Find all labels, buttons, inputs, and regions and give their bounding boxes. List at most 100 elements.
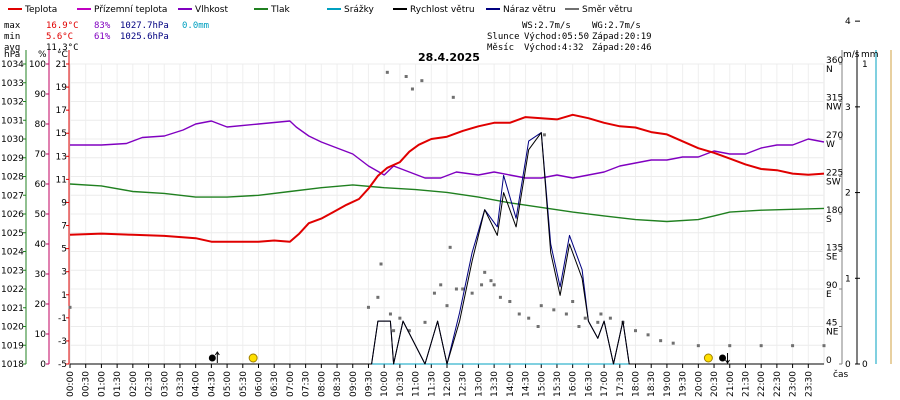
hpa-tick-label: 1031 bbox=[1, 116, 24, 126]
wind-direction-point bbox=[423, 320, 427, 324]
wind-direction-point bbox=[599, 312, 603, 316]
wind-direction-point bbox=[410, 87, 414, 91]
hpa-tick-label: 1024 bbox=[1, 248, 24, 258]
series-line-tlak bbox=[69, 183, 825, 223]
dir-compass-label: NE bbox=[826, 328, 839, 338]
dir-compass-label: E bbox=[826, 290, 832, 300]
x-tick-label: 03:00 bbox=[160, 371, 170, 397]
degc-tick-label: -5 bbox=[58, 360, 67, 370]
wind-direction-point bbox=[489, 279, 493, 283]
x-tick-label: 07:30 bbox=[302, 371, 312, 397]
pct-tick-label: 20 bbox=[35, 300, 47, 310]
degc-tick-label: 7 bbox=[61, 222, 67, 232]
degc-tick-label: -1 bbox=[58, 314, 67, 324]
wind-direction-point bbox=[366, 305, 370, 309]
hpa-tick-label: 1019 bbox=[1, 341, 24, 351]
sun-rise: Východ:05:50 bbox=[524, 32, 589, 42]
dir-tick-label: 225 bbox=[826, 169, 843, 179]
dir-tick-label: 45 bbox=[826, 319, 837, 329]
sun-set: Západ:20:19 bbox=[592, 32, 652, 42]
x-tick-label: 10:30 bbox=[396, 371, 406, 397]
x-tick-label: 02:30 bbox=[145, 371, 155, 397]
legend-label: Směr větru bbox=[582, 5, 632, 15]
ms-axis-unit: m/s bbox=[843, 50, 860, 60]
hpa-axis-unit: hPa bbox=[4, 50, 20, 60]
wind-direction-point bbox=[451, 95, 455, 99]
x-tick-label: 09:30 bbox=[364, 371, 374, 397]
x-tick-label: 02:00 bbox=[129, 371, 139, 397]
dir-tick-label: 315 bbox=[826, 94, 843, 104]
wind-direction-point bbox=[432, 291, 436, 295]
x-tick-label: 15:00 bbox=[537, 371, 547, 397]
degc-tick-label: 13 bbox=[56, 152, 67, 162]
x-tick-label: 16:00 bbox=[569, 371, 579, 397]
dir-compass-label: SE bbox=[826, 253, 838, 263]
dir-compass-label: SW bbox=[826, 178, 841, 188]
wind-direction-point bbox=[420, 79, 424, 83]
wind-direction-point bbox=[448, 245, 452, 249]
hpa-tick-label: 1028 bbox=[1, 173, 24, 183]
x-tick-label: 09:00 bbox=[349, 371, 359, 397]
moonset-arrowhead bbox=[725, 359, 730, 364]
wind-direction-point bbox=[646, 333, 650, 337]
x-tick-label: 13:00 bbox=[474, 371, 484, 397]
ms-tick-label: 1 bbox=[845, 274, 851, 284]
wind-direction-point bbox=[791, 344, 795, 348]
hpa-tick-label: 1026 bbox=[1, 210, 24, 220]
wind-direction-point bbox=[608, 316, 612, 320]
wind-direction-point bbox=[407, 329, 411, 333]
hpa-tick-label: 1034 bbox=[1, 60, 24, 70]
wind-direction-point bbox=[445, 304, 449, 308]
degc-tick-label: 9 bbox=[61, 198, 67, 208]
wind-direction-point bbox=[385, 70, 389, 74]
stats-max-press: 1027.7hPa bbox=[120, 21, 169, 31]
legend: Teplota Přízemní teplota Vlhkost Tlak Srážky… bbox=[8, 5, 632, 15]
pct-axis-unit: % bbox=[38, 50, 47, 60]
degc-tick-label: 1 bbox=[61, 291, 67, 301]
moon-label: Měsíc bbox=[487, 43, 514, 53]
ms-tick-label: 0 bbox=[845, 360, 851, 370]
wind-direction-point bbox=[596, 320, 600, 324]
degc-tick-label: -3 bbox=[58, 337, 67, 347]
dir-compass-label: W bbox=[826, 140, 835, 150]
x-tick-label: 21:00 bbox=[726, 371, 736, 397]
wind-direction-point bbox=[454, 287, 458, 291]
x-tick-label: 04:00 bbox=[192, 371, 202, 397]
hpa-tick-label: 1020 bbox=[1, 323, 24, 333]
stats-max-hum: 83% bbox=[94, 21, 111, 31]
degc-tick-label: 11 bbox=[56, 175, 67, 185]
x-tick-label: 20:00 bbox=[694, 371, 704, 397]
wind-ws: WS:2.7m/s bbox=[522, 21, 571, 31]
x-tick-label: 12:30 bbox=[459, 371, 469, 397]
ms-tick-label: 2 bbox=[845, 189, 851, 199]
hpa-tick-label: 1022 bbox=[1, 285, 24, 295]
wind-wg: WG:2.7m/s bbox=[592, 21, 641, 31]
x-tick-label: 20:30 bbox=[710, 371, 720, 397]
pct-tick-label: 80 bbox=[35, 120, 47, 130]
moonrise-arrowhead bbox=[214, 351, 220, 356]
stats-avg-label: avg bbox=[4, 43, 20, 53]
dir-tick-label: 180 bbox=[826, 206, 843, 216]
hpa-tick-label: 1027 bbox=[1, 191, 24, 201]
x-tick-label: 11:00 bbox=[412, 371, 422, 397]
wind-direction-point bbox=[68, 305, 72, 309]
dir-tick-label: 135 bbox=[826, 244, 843, 254]
hpa-tick-label: 1023 bbox=[1, 266, 24, 276]
dir-compass-label: NW bbox=[826, 103, 842, 113]
mm-tick-label: 0 bbox=[862, 360, 868, 370]
stats-min-hum: 61% bbox=[94, 32, 111, 42]
legend-label: Náraz větru bbox=[503, 5, 556, 15]
hpa-tick-label: 1021 bbox=[1, 304, 24, 314]
wind-direction-point bbox=[728, 344, 732, 348]
x-axis: 00:00 00:30 01:00 01:30 02:00 02:30 03:00 03:30… bbox=[66, 363, 824, 397]
wind-direction-point bbox=[508, 300, 512, 303]
wind-direction-point bbox=[539, 304, 543, 308]
wind-direction-point bbox=[461, 287, 465, 291]
pct-tick-label: 90 bbox=[35, 90, 47, 100]
wind-direction-point bbox=[517, 312, 521, 316]
moonset-marker bbox=[719, 354, 727, 362]
hpa-tick-label: 1018 bbox=[1, 360, 24, 370]
x-tick-label: 01:30 bbox=[113, 371, 123, 397]
x-tick-label: 14:30 bbox=[522, 371, 532, 397]
